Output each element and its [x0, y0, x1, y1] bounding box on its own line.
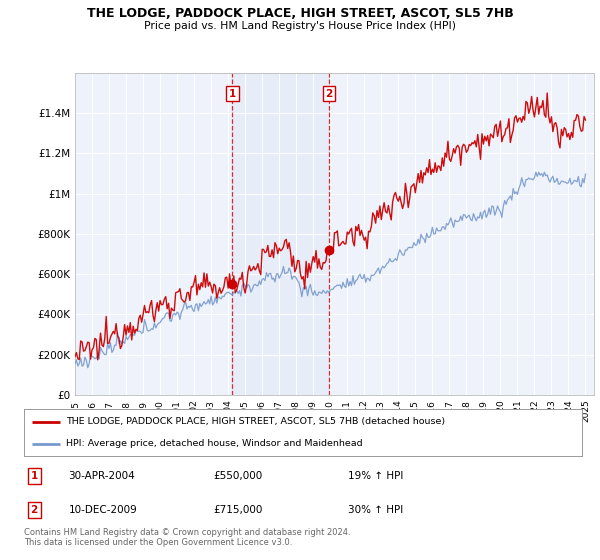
Text: 30-APR-2004: 30-APR-2004: [68, 472, 136, 482]
Text: 2: 2: [325, 88, 332, 99]
Text: 1: 1: [31, 472, 38, 482]
Text: 10-DEC-2009: 10-DEC-2009: [68, 505, 137, 515]
Bar: [232, 73, 329, 395]
Text: HPI: Average price, detached house, Windsor and Maidenhead: HPI: Average price, detached house, Wind…: [66, 439, 362, 448]
Text: £550,000: £550,000: [214, 472, 263, 482]
Text: THE LODGE, PADDOCK PLACE, HIGH STREET, ASCOT, SL5 7HB (detached house): THE LODGE, PADDOCK PLACE, HIGH STREET, A…: [66, 417, 445, 426]
Text: 1: 1: [229, 88, 236, 99]
Text: Price paid vs. HM Land Registry's House Price Index (HPI): Price paid vs. HM Land Registry's House …: [144, 21, 456, 31]
Text: THE LODGE, PADDOCK PLACE, HIGH STREET, ASCOT, SL5 7HB: THE LODGE, PADDOCK PLACE, HIGH STREET, A…: [86, 7, 514, 20]
Text: 2: 2: [31, 505, 38, 515]
Text: £715,000: £715,000: [214, 505, 263, 515]
Text: 19% ↑ HPI: 19% ↑ HPI: [347, 472, 403, 482]
Text: 30% ↑ HPI: 30% ↑ HPI: [347, 505, 403, 515]
Text: Contains HM Land Registry data © Crown copyright and database right 2024.
This d: Contains HM Land Registry data © Crown c…: [24, 528, 350, 547]
